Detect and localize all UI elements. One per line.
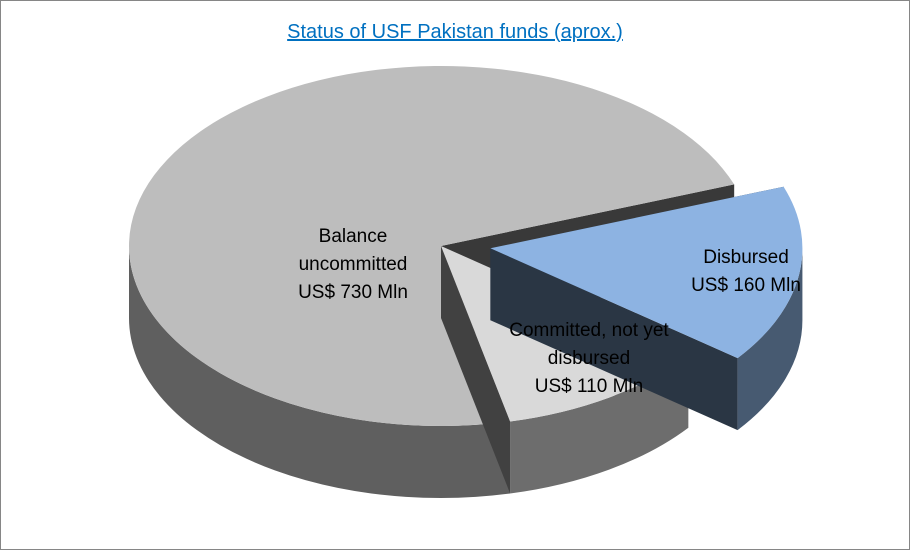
category-label: Committed, not yet disbursed — [509, 320, 669, 369]
slice-label: Disbursed US$ 160 Mln — [646, 244, 846, 300]
slice-face — [490, 248, 738, 431]
slice — [129, 66, 735, 426]
category-label: Disbursed — [703, 247, 789, 268]
slice-side — [510, 355, 689, 494]
category-label: Balance uncommitted — [298, 226, 408, 275]
value-label: US$ 160 Mln — [691, 275, 801, 296]
slice-side — [129, 246, 511, 499]
chart-title: Status of USF Pakistan funds (aprox.) — [287, 21, 623, 43]
slice-side — [737, 248, 803, 431]
value-label: US$ 730 Mln — [298, 282, 408, 303]
title-box: Status of USF Pakistan funds (aprox.) — [1, 21, 909, 44]
value-label: US$ 110 Mln — [534, 376, 644, 397]
slice-label: Committed, not yet disbursed US$ 110 Mln — [504, 317, 674, 401]
slice — [490, 186, 803, 359]
slice-face — [441, 246, 511, 494]
slice-label: Balance uncommitted US$ 730 Mln — [278, 223, 428, 307]
